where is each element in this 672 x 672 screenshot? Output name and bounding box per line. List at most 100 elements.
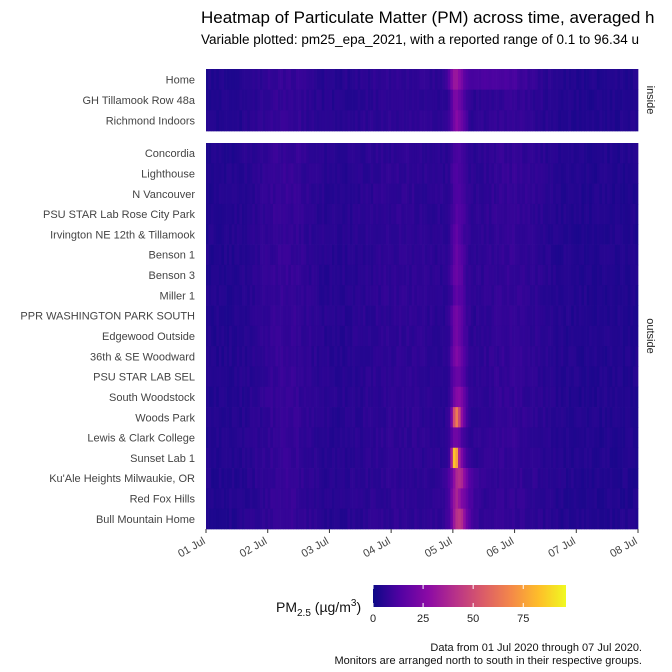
heatmap-cell — [308, 89, 312, 111]
heatmap-cell — [355, 386, 359, 408]
heatmap-cell — [370, 447, 374, 469]
heatmap-cell — [337, 285, 341, 306]
heatmap-cell — [290, 224, 294, 245]
heatmap-cell — [319, 163, 323, 184]
heatmap-cell — [478, 110, 482, 132]
heatmap-cell — [406, 89, 410, 111]
heatmap-cell — [324, 325, 328, 347]
heatmap-cell — [380, 163, 384, 184]
heatmap-cell — [373, 488, 377, 510]
heatmap-cell — [301, 285, 305, 306]
heatmap-cell — [362, 386, 366, 408]
heatmap-cell — [406, 305, 410, 327]
heatmap-cell — [483, 203, 487, 225]
heatmap-cell — [563, 264, 567, 286]
heatmap-cell — [573, 183, 577, 205]
heatmap-cell — [455, 386, 459, 408]
heatmap-cell — [404, 325, 407, 347]
heatmap-cell — [560, 407, 564, 428]
heatmap-cell — [347, 203, 351, 225]
heatmap-cell — [244, 264, 248, 286]
heatmap-cell — [278, 427, 281, 449]
heatmap-cell — [401, 89, 405, 111]
heatmap-cell — [586, 488, 590, 510]
heatmap-cell — [599, 224, 603, 245]
heatmap-cell — [594, 264, 598, 286]
heatmap-cell — [249, 143, 253, 164]
heatmap-cell — [288, 244, 292, 266]
heatmap-cell — [429, 264, 433, 286]
heatmap-cell — [630, 224, 634, 245]
heatmap-cell — [555, 508, 559, 530]
heatmap-cell — [473, 305, 477, 327]
heatmap-cell — [329, 285, 333, 306]
heatmap-cell — [429, 285, 433, 306]
heatmap-cell — [460, 264, 464, 286]
heatmap-cell — [329, 386, 333, 408]
heatmap-cell — [522, 366, 526, 388]
heatmap-cell — [440, 447, 443, 469]
heatmap-cell — [326, 203, 330, 225]
heatmap-cell — [573, 143, 577, 164]
heatmap-cell — [319, 264, 323, 286]
heatmap-cell — [373, 203, 377, 225]
heatmap-cell — [589, 264, 593, 286]
heatmap-cell — [455, 183, 459, 205]
heatmap-cell — [576, 508, 580, 530]
heatmap-cell — [280, 386, 284, 408]
heatmap-cell — [627, 163, 631, 184]
heatmap-cell — [288, 508, 292, 530]
heatmap-cell — [339, 386, 343, 408]
heatmap-cell — [226, 468, 230, 489]
legend-title: PM2.5 (µg/m3) — [276, 598, 361, 619]
heatmap-cell — [211, 447, 215, 469]
heatmap-cell — [481, 285, 485, 306]
heatmap-cell — [267, 427, 271, 449]
heatmap-cell — [622, 110, 626, 132]
heatmap-cell — [257, 183, 261, 205]
heatmap-cell — [573, 264, 577, 286]
heatmap-cell — [524, 447, 528, 469]
heatmap-cell — [486, 427, 490, 449]
heatmap-cell — [242, 203, 245, 225]
heatmap-cell — [401, 508, 405, 530]
heatmap-cell — [319, 305, 323, 327]
heatmap-cell — [632, 366, 636, 388]
heatmap-row — [206, 346, 639, 367]
heatmap-cell — [368, 203, 371, 225]
heatmap-cell — [362, 203, 366, 225]
heatmap-cell — [429, 427, 433, 449]
heatmap-cell — [530, 407, 533, 428]
heatmap-cell — [614, 488, 618, 510]
heatmap-cell — [332, 427, 335, 449]
heatmap-cell — [560, 305, 564, 327]
heatmap-cell — [617, 89, 621, 111]
heatmap-cell — [406, 244, 410, 266]
heatmap-cell — [573, 447, 577, 469]
heatmap-cell — [411, 110, 415, 132]
heatmap-row — [206, 183, 639, 205]
heatmap-cell — [239, 143, 243, 164]
heatmap-cell — [306, 468, 310, 489]
heatmap-cell — [401, 366, 405, 388]
heatmap-cell — [617, 69, 621, 91]
heatmap-cell — [208, 110, 212, 132]
heatmap-cell — [522, 163, 526, 184]
heatmap-cell — [488, 244, 492, 266]
heatmap-cell — [581, 468, 585, 489]
heatmap-cell — [609, 224, 613, 245]
heatmap-cell — [239, 488, 243, 510]
heatmap-cell — [355, 325, 359, 347]
heatmap-cell — [488, 346, 492, 367]
heatmap-cell — [388, 143, 392, 164]
heatmap-cell — [452, 386, 456, 408]
heatmap-cell — [393, 143, 397, 164]
heatmap-cell — [334, 143, 338, 164]
heatmap-cell — [303, 285, 307, 306]
heatmap-cell — [617, 143, 621, 164]
heatmap-cell — [440, 163, 443, 184]
heatmap-cell — [491, 203, 495, 225]
heatmap-cell — [424, 468, 428, 489]
heatmap-cell — [352, 285, 356, 306]
heatmap-cell — [578, 244, 582, 266]
